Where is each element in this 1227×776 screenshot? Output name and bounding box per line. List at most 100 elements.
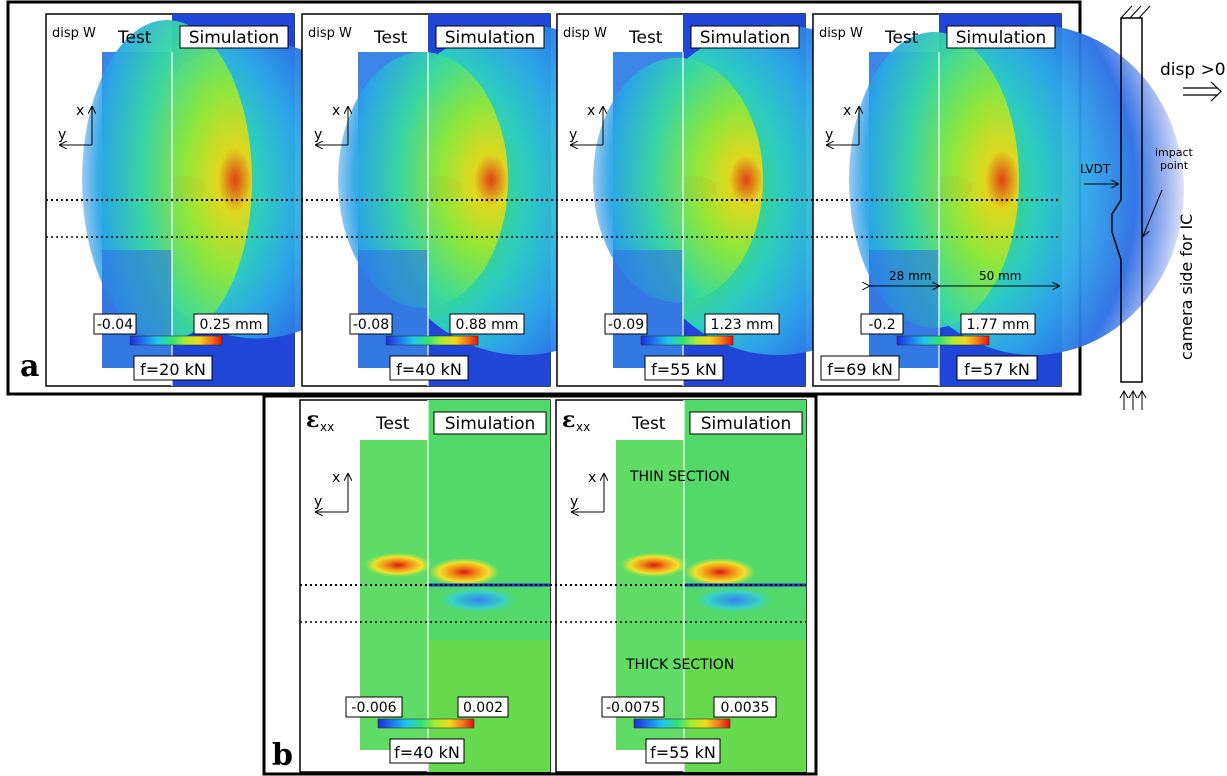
simulation-label: Simulation bbox=[956, 28, 1047, 48]
colorbar-max: 0.25 mm bbox=[200, 317, 263, 333]
test-label: Test bbox=[373, 28, 408, 48]
impact-label-1: impact bbox=[1155, 146, 1194, 159]
simulation-label: Simulation bbox=[445, 28, 536, 48]
colorbar-min-box bbox=[349, 313, 393, 335]
simulation-label: Simulation bbox=[700, 28, 791, 48]
test-contour bbox=[338, 52, 508, 308]
simulation-hot-spot bbox=[684, 558, 756, 586]
force-label: f=40 kN bbox=[394, 743, 460, 762]
simulation-label-box bbox=[946, 25, 1056, 49]
force-label: f=55 kN bbox=[650, 743, 716, 762]
simulation-label-box bbox=[435, 25, 545, 49]
force-label-box bbox=[389, 738, 465, 764]
disp-colorbar bbox=[129, 335, 223, 346]
colorbar-min-box bbox=[604, 313, 648, 335]
field-label: ε bbox=[306, 407, 319, 433]
clamp-hatch bbox=[1120, 5, 1151, 19]
field-label: disp W bbox=[52, 26, 96, 41]
row-b-frame bbox=[262, 394, 818, 776]
axes-y-axis-label: y bbox=[570, 494, 578, 510]
axes-x-axis-label: x bbox=[587, 103, 595, 119]
axes-x-axis-label: x bbox=[332, 470, 340, 486]
colorbar-max-box bbox=[449, 313, 525, 335]
colorbar-max-box bbox=[457, 696, 509, 718]
force-label: f=55 kN bbox=[651, 360, 717, 379]
colorbar-min: -0.04 bbox=[97, 317, 133, 333]
disp-panel-4: disp W Test Simulation xy -0.2 1.77 mm f=69 kN… bbox=[812, 13, 1184, 387]
dim-right-label: 50 mm bbox=[979, 269, 1021, 283]
force-label-box bbox=[389, 355, 469, 381]
colorbar-min: -0.08 bbox=[353, 317, 389, 333]
test-label: Test bbox=[884, 28, 919, 48]
axes-x-axis-label: x bbox=[843, 103, 851, 119]
simulation-label-box bbox=[433, 411, 547, 435]
force-label: f=69 kN bbox=[827, 360, 893, 379]
test-lower-field bbox=[869, 250, 939, 368]
row-a-label: a bbox=[20, 349, 39, 384]
axes-y-axis-label: y bbox=[825, 127, 833, 143]
test-hot-spot bbox=[364, 553, 432, 577]
field-label: disp W bbox=[563, 26, 607, 41]
simulation-label: Simulation bbox=[445, 414, 536, 434]
axes-y-axis-label: y bbox=[569, 127, 577, 143]
colorbar-max-box bbox=[193, 313, 269, 335]
camera-label: camera side for IC bbox=[1177, 214, 1196, 360]
axes-x-axis-label: x bbox=[76, 103, 84, 119]
disp-colorbar bbox=[385, 335, 479, 346]
lvdt-label: LVDT bbox=[1080, 162, 1111, 176]
field-subscript: xx bbox=[576, 420, 590, 434]
colorbar-max-box bbox=[960, 313, 1036, 335]
test-label: Test bbox=[375, 414, 410, 434]
disp-colorbar bbox=[640, 335, 734, 346]
test-label: Test bbox=[117, 28, 152, 48]
colorbar-max: 0.88 mm bbox=[456, 317, 519, 333]
impact-load-arrows bbox=[1119, 389, 1147, 410]
colorbar-max: 1.23 mm bbox=[711, 317, 774, 333]
field-label: disp W bbox=[819, 26, 863, 41]
force-label-sim: f=57 kN bbox=[964, 360, 1030, 379]
specimen-outline bbox=[1111, 17, 1143, 383]
test-lower-field bbox=[358, 250, 428, 368]
colorbar-min-box bbox=[345, 696, 403, 718]
row-b-label: b bbox=[272, 738, 293, 773]
simulation-label: Simulation bbox=[189, 28, 280, 48]
dim-left-label: 28 mm bbox=[889, 269, 931, 283]
disp-label: disp >0 bbox=[1160, 60, 1226, 80]
axes-y-axis-label: y bbox=[314, 494, 322, 510]
field-subscript: xx bbox=[320, 420, 334, 434]
test-label: Test bbox=[631, 414, 666, 434]
impact-label-2: point bbox=[1160, 159, 1189, 172]
colorbar-max: 0.0035 bbox=[721, 700, 770, 716]
colorbar-min-box bbox=[93, 313, 137, 335]
simulation-cool-band bbox=[690, 586, 778, 614]
disp-direction-arrow bbox=[1183, 81, 1222, 102]
axes-x-axis-label: x bbox=[332, 103, 340, 119]
colorbar-min-box bbox=[601, 696, 665, 718]
thin-section-label: THIN SECTION bbox=[629, 469, 730, 485]
axes-x-axis-label: x bbox=[588, 470, 596, 486]
field-label: disp W bbox=[308, 26, 352, 41]
test-label: Test bbox=[628, 28, 663, 48]
colorbar-min: -0.2 bbox=[868, 317, 895, 333]
simulation-label-box bbox=[179, 25, 289, 49]
colorbar-max: 1.77 mm bbox=[967, 317, 1030, 333]
force-label-box bbox=[133, 355, 213, 381]
force-label: f=40 kN bbox=[396, 360, 462, 379]
test-lower-field bbox=[102, 250, 172, 368]
impact-arrow bbox=[1143, 189, 1163, 236]
disp-colorbar bbox=[896, 335, 990, 346]
test-contour bbox=[593, 57, 763, 303]
test-hot-spot bbox=[620, 553, 688, 577]
force-label: f=20 kN bbox=[140, 360, 206, 379]
axes-y-axis-label: y bbox=[58, 127, 66, 143]
test-lower-field bbox=[613, 250, 683, 368]
strain-colorbar bbox=[377, 718, 475, 729]
colorbar-max-box bbox=[704, 313, 780, 335]
simulation-label-box bbox=[689, 411, 803, 435]
force-label-box bbox=[820, 355, 900, 381]
simulation-hot-spot bbox=[428, 558, 500, 586]
specimen-schematic: LVDT impact point disp >0 camera side fo… bbox=[1080, 5, 1226, 410]
